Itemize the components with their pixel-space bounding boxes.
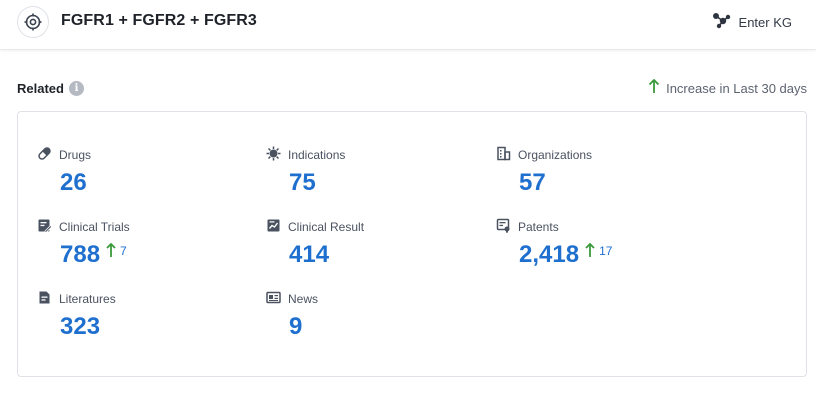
building-icon <box>496 146 511 164</box>
page-title: FGFR1 + FGFR2 + FGFR3 <box>61 12 257 30</box>
stat-label: Clinical Result <box>288 220 364 234</box>
result-chart-icon <box>266 218 281 236</box>
stat-drugs: Drugs 26 <box>37 147 91 197</box>
stat-clinical-result: Clinical Result 414 <box>266 219 364 269</box>
arrow-up-icon <box>106 243 116 263</box>
enter-kg-button[interactable]: Enter KG <box>712 12 792 32</box>
stat-value-literatures[interactable]: 323 <box>60 313 100 341</box>
stat-label: News <box>288 292 318 306</box>
pill-icon <box>37 146 52 164</box>
stat-clinical-trials: Clinical Trials 788 7 <box>37 219 130 269</box>
enter-kg-label: Enter KG <box>739 15 792 30</box>
increase-value: 17 <box>599 244 612 258</box>
stat-value-clinical-result[interactable]: 414 <box>289 241 329 269</box>
stat-value-clinical-trials[interactable]: 788 <box>60 241 100 269</box>
stat-value-patents[interactable]: 2,418 <box>519 241 579 269</box>
arrow-up-icon <box>585 243 595 263</box>
stat-label: Patents <box>518 220 559 234</box>
increase-value: 7 <box>120 244 127 258</box>
stat-news: News 9 <box>266 291 318 341</box>
stat-label: Drugs <box>59 148 91 162</box>
increase-legend: Increase in Last 30 days <box>648 79 807 97</box>
increase-indicator: 7 <box>106 243 127 263</box>
stat-literatures: Literatures 323 <box>37 291 116 341</box>
trial-icon <box>37 218 52 236</box>
virus-icon <box>266 146 281 164</box>
increase-indicator: 17 <box>585 243 612 263</box>
newspaper-icon <box>266 290 281 308</box>
related-header: Related i Increase in Last 30 days <box>17 78 807 98</box>
patent-icon <box>496 218 511 236</box>
knowledge-graph-icon <box>712 12 731 32</box>
stat-label: Literatures <box>59 292 116 306</box>
legend-label: Increase in Last 30 days <box>666 81 807 96</box>
stat-indications: Indications 75 <box>266 147 345 197</box>
stat-organizations: Organizations 57 <box>496 147 592 197</box>
arrow-up-icon <box>648 79 660 97</box>
stat-label: Clinical Trials <box>59 220 130 234</box>
related-title: Related <box>17 81 64 96</box>
stat-value-indications[interactable]: 75 <box>289 169 316 197</box>
document-icon <box>37 290 52 308</box>
stat-label: Organizations <box>518 148 592 162</box>
stat-value-organizations[interactable]: 57 <box>519 169 546 197</box>
target-icon <box>17 6 49 38</box>
stat-value-drugs[interactable]: 26 <box>60 169 87 197</box>
stat-value-news[interactable]: 9 <box>289 313 302 341</box>
stat-patents: Patents 2,418 17 <box>496 219 612 269</box>
related-stats-card: Drugs 26 <box>17 111 807 377</box>
info-icon[interactable]: i <box>69 81 84 96</box>
stat-label: Indications <box>288 148 345 162</box>
page-header: FGFR1 + FGFR2 + FGFR3 Enter KG <box>0 0 816 50</box>
